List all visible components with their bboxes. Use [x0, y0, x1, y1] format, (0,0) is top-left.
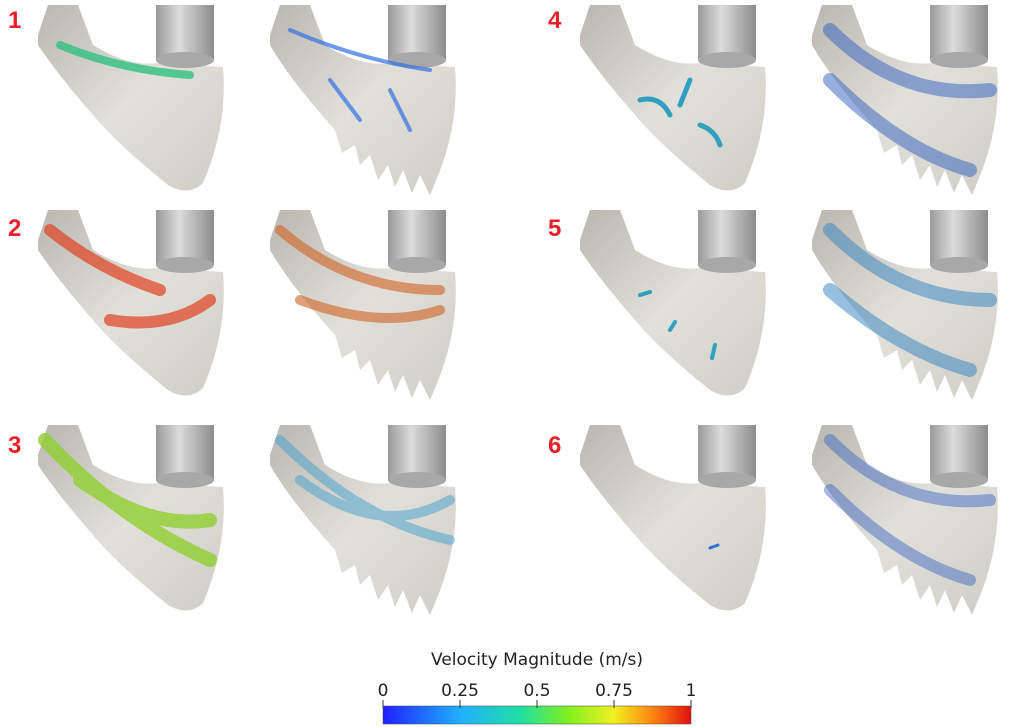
colorbar-title: Velocity Magnitude (m/s): [431, 650, 643, 670]
rendering: [580, 210, 766, 396]
rendering: [38, 5, 224, 191]
rendering: [580, 425, 766, 611]
figure: 1 2 3 4 5 6 Velocity Magnitude (m/s) 0 0.…: [0, 0, 1011, 727]
panel-label: 5: [548, 215, 561, 242]
rendering: [580, 5, 766, 191]
colorbar-tick-label: 0: [378, 681, 389, 701]
panel-label: 4: [548, 7, 562, 34]
colorbar-gradient: [383, 706, 691, 724]
panel-label: 3: [8, 432, 21, 459]
panel-label: 1: [8, 7, 21, 34]
colorbar-tick-label: 1: [686, 681, 697, 701]
colorbar-tick-label: 0.5: [523, 681, 550, 701]
colorbar-tick-label: 0.25: [441, 681, 479, 701]
colorbar: Velocity Magnitude (m/s) 0 0.25 0.5 0.75 1: [378, 650, 697, 724]
panel-label: 6: [548, 432, 561, 459]
colorbar-tick-label: 0.75: [595, 681, 633, 701]
panel-label: 2: [8, 215, 21, 242]
